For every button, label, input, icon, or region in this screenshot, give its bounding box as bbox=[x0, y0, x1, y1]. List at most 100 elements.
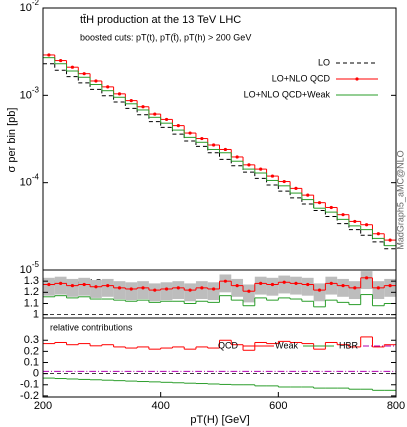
data-point bbox=[59, 58, 63, 63]
y-tick-label: 10-4 bbox=[20, 173, 40, 189]
data-point bbox=[94, 285, 98, 289]
uncertainty-band bbox=[101, 278, 114, 297]
uncertainty-band bbox=[266, 277, 279, 296]
uncertainty-band bbox=[231, 278, 244, 297]
uncertainty-band bbox=[172, 281, 185, 300]
uncertainty-band bbox=[313, 283, 326, 302]
y-tick-base: 10 bbox=[20, 177, 32, 189]
data-point bbox=[282, 280, 286, 284]
data-point bbox=[223, 147, 227, 152]
uncertainty-band bbox=[301, 277, 314, 296]
data-point bbox=[188, 288, 192, 292]
uncertainty-band bbox=[54, 276, 67, 295]
data-point bbox=[223, 279, 227, 283]
uncertainty-band bbox=[66, 278, 79, 297]
y-tick-label: 1.3 bbox=[24, 275, 39, 287]
series bbox=[43, 57, 396, 247]
uncertainty-band bbox=[290, 276, 302, 295]
y-tick-base: 10 bbox=[20, 264, 32, 276]
data-point bbox=[388, 238, 392, 242]
panel-frame bbox=[42, 317, 397, 398]
chart-subtitle: boosted cuts: pT(t), pT(t̄), pT(h) > 200… bbox=[80, 32, 251, 42]
data-point bbox=[59, 281, 63, 285]
y-tick-exponent: -5 bbox=[32, 260, 40, 269]
data-point bbox=[259, 167, 263, 171]
data-point bbox=[353, 286, 357, 290]
legend-label: LO+NLO QCD bbox=[272, 73, 331, 83]
data-point bbox=[364, 223, 369, 227]
data-point bbox=[306, 193, 310, 197]
series bbox=[43, 276, 396, 293]
uncertainty-band bbox=[337, 278, 349, 297]
data-point bbox=[212, 143, 216, 147]
data-point bbox=[94, 79, 98, 83]
data-point bbox=[200, 136, 204, 141]
uncertainty-band bbox=[125, 282, 138, 301]
legend-label: LO+NLO QCD+Weak bbox=[244, 89, 331, 99]
data-point bbox=[82, 72, 86, 76]
data-point bbox=[212, 287, 216, 291]
data-point bbox=[200, 286, 204, 290]
data-point bbox=[329, 281, 333, 285]
y-tick-label: 0 bbox=[33, 368, 39, 380]
data-point bbox=[364, 276, 369, 280]
panel-frame bbox=[42, 7, 397, 271]
uncertainty-band bbox=[148, 283, 161, 302]
y-tick-label: 10-3 bbox=[20, 85, 40, 101]
uncertainty-band bbox=[207, 282, 220, 301]
uncertainty-band bbox=[254, 276, 267, 295]
data-point bbox=[247, 163, 251, 167]
uncertainty-band bbox=[384, 278, 396, 297]
data-point bbox=[47, 53, 51, 57]
data-point bbox=[153, 288, 157, 292]
uncertainty-band bbox=[195, 281, 208, 300]
y-tick-base: 10 bbox=[20, 89, 32, 101]
data-point bbox=[329, 205, 333, 210]
data-point bbox=[70, 284, 75, 288]
data-point bbox=[129, 287, 133, 291]
series bbox=[43, 53, 396, 242]
y-tick-exponent: -4 bbox=[32, 173, 40, 182]
panel-label: relative contributions bbox=[50, 322, 133, 332]
y-tick-label: 0.1 bbox=[24, 356, 39, 368]
data-point bbox=[129, 99, 133, 103]
legend-label: Weak bbox=[275, 340, 298, 350]
data-point bbox=[294, 186, 298, 190]
data-point bbox=[176, 124, 180, 128]
y-tick-exponent: -2 bbox=[32, 0, 40, 7]
y-tick-label: 10-5 bbox=[20, 260, 40, 276]
data-point bbox=[306, 282, 310, 287]
data-point bbox=[164, 287, 169, 291]
y-tick-label: -0.2 bbox=[20, 390, 39, 402]
annotation: MadGraph5_aMC@NLO bbox=[395, 150, 405, 249]
legend-marker bbox=[355, 77, 359, 81]
data-point bbox=[141, 105, 145, 109]
y-tick-label: 0.2 bbox=[24, 345, 39, 357]
uncertainty-band bbox=[278, 275, 291, 294]
uncertainty-band bbox=[360, 271, 373, 289]
data-point bbox=[117, 92, 122, 96]
data-point bbox=[188, 131, 192, 135]
data-point bbox=[388, 284, 392, 288]
uncertainty-band bbox=[43, 277, 55, 296]
data-point bbox=[341, 213, 345, 217]
uncertainty-band bbox=[78, 277, 91, 296]
data-point bbox=[117, 286, 122, 290]
y-tick-label: 1.1 bbox=[24, 297, 39, 309]
uncertainty-band bbox=[137, 281, 149, 300]
data-point bbox=[376, 286, 380, 290]
uncertainty-band bbox=[113, 281, 126, 300]
series bbox=[43, 63, 396, 250]
y-tick-base: 10 bbox=[20, 2, 32, 14]
data-point bbox=[353, 219, 357, 224]
data-point bbox=[106, 284, 110, 288]
data-point bbox=[294, 281, 298, 285]
y-tick-label: 10-2 bbox=[20, 0, 40, 14]
data-point bbox=[235, 284, 239, 288]
x-tick-label: 400 bbox=[151, 400, 169, 412]
series bbox=[43, 336, 396, 351]
series bbox=[43, 377, 396, 391]
uncertainty-band bbox=[372, 281, 385, 300]
data-point bbox=[82, 282, 86, 287]
